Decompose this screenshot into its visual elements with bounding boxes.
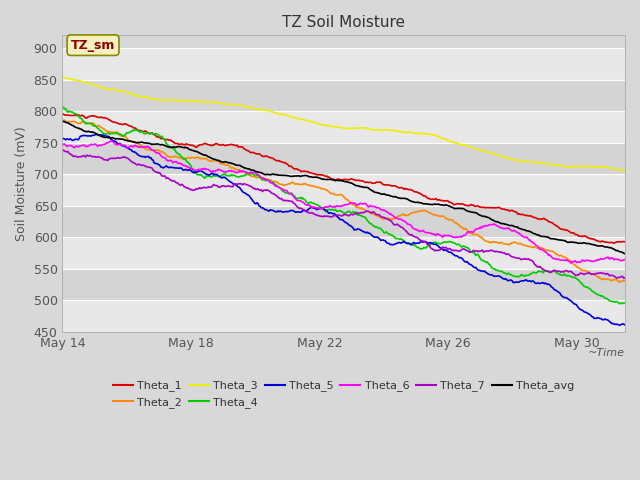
Theta_avg [515, 226, 523, 231]
Theta_avg [371, 190, 379, 195]
Line: Theta_1: Theta_1 [63, 114, 625, 243]
Theta_2 [447, 217, 455, 223]
Text: ~Time: ~Time [588, 348, 625, 358]
Theta_avg [59, 119, 67, 124]
Theta_7 [492, 249, 500, 255]
Legend: Theta_1, Theta_2, Theta_3, Theta_4, Theta_5, Theta_6, Theta_7, Theta_avg: Theta_1, Theta_2, Theta_3, Theta_4, Thet… [108, 376, 579, 412]
Theta_7 [447, 246, 454, 252]
Theta_2 [372, 213, 380, 218]
Theta_4 [515, 274, 523, 280]
Theta_5 [298, 209, 305, 215]
Title: TZ Soil Moisture: TZ Soil Moisture [282, 15, 405, 30]
Theta_3 [60, 74, 67, 80]
Theta_1 [372, 180, 380, 185]
Theta_1 [516, 211, 524, 217]
Theta_6 [372, 205, 380, 211]
Theta_1 [298, 169, 305, 175]
Bar [63, 206, 625, 237]
Text: TZ_sm: TZ_sm [71, 39, 115, 52]
Theta_5 [621, 322, 629, 328]
Line: Theta_avg: Theta_avg [63, 121, 625, 253]
Theta_5 [222, 176, 230, 181]
Theta_4 [621, 300, 629, 306]
Theta_7 [221, 183, 228, 189]
Theta_5 [493, 273, 500, 279]
Theta_3 [621, 168, 629, 173]
Theta_3 [516, 158, 524, 164]
Theta_1 [621, 239, 629, 245]
Theta_3 [298, 117, 305, 122]
Bar [63, 174, 625, 206]
Theta_avg [296, 174, 304, 180]
Theta_2 [222, 162, 230, 168]
Bar [63, 237, 625, 269]
Theta_2 [298, 182, 305, 188]
Theta_7 [515, 255, 523, 261]
Theta_3 [222, 101, 230, 107]
Theta_6 [567, 260, 575, 266]
Theta_7 [371, 211, 379, 216]
Theta_4 [616, 301, 623, 307]
Theta_1 [59, 111, 67, 117]
Theta_2 [616, 279, 623, 285]
Line: Theta_3: Theta_3 [63, 77, 625, 170]
Theta_avg [621, 251, 629, 256]
Theta_6 [222, 169, 230, 175]
Theta_6 [298, 198, 305, 204]
Theta_1 [60, 111, 67, 117]
Theta_5 [59, 136, 67, 142]
Theta_5 [93, 131, 100, 137]
Theta_1 [493, 205, 500, 211]
Bar [63, 143, 625, 174]
Bar [63, 269, 625, 300]
Theta_4 [59, 104, 67, 110]
Theta_avg [221, 159, 228, 165]
Line: Theta_7: Theta_7 [63, 150, 625, 278]
Theta_7 [59, 147, 67, 153]
Theta_1 [447, 200, 455, 205]
Bar [63, 111, 625, 143]
Theta_5 [516, 278, 524, 284]
Theta_5 [447, 250, 455, 255]
Theta_6 [447, 233, 455, 239]
Theta_6 [59, 141, 67, 147]
Theta_2 [493, 240, 500, 245]
Theta_1 [222, 143, 230, 148]
Theta_6 [621, 257, 629, 263]
Theta_4 [296, 195, 304, 201]
Theta_6 [108, 138, 115, 144]
Theta_3 [59, 74, 67, 80]
Theta_7 [296, 205, 304, 211]
Theta_7 [620, 276, 628, 281]
Bar [63, 300, 625, 332]
Theta_5 [616, 322, 623, 328]
Theta_5 [372, 234, 380, 240]
Bar [63, 48, 625, 80]
Theta_3 [372, 127, 380, 133]
Theta_4 [492, 267, 500, 273]
Theta_2 [61, 117, 68, 123]
Line: Theta_6: Theta_6 [63, 141, 625, 263]
Theta_2 [59, 118, 67, 123]
Theta_2 [516, 240, 524, 246]
Theta_7 [621, 275, 629, 280]
Theta_1 [610, 240, 618, 246]
Theta_2 [621, 278, 629, 284]
Theta_6 [493, 223, 500, 228]
Bar [63, 80, 625, 111]
Theta_3 [447, 139, 455, 144]
Y-axis label: Soil Moisture (mV): Soil Moisture (mV) [15, 126, 28, 241]
Theta_6 [516, 231, 524, 237]
Theta_4 [371, 224, 379, 230]
Line: Theta_4: Theta_4 [63, 107, 625, 304]
Theta_3 [493, 152, 500, 158]
Theta_4 [221, 171, 228, 177]
Theta_avg [492, 219, 500, 225]
Theta_4 [447, 239, 454, 244]
Line: Theta_2: Theta_2 [63, 120, 625, 282]
Theta_avg [447, 204, 454, 209]
Line: Theta_5: Theta_5 [63, 134, 625, 325]
